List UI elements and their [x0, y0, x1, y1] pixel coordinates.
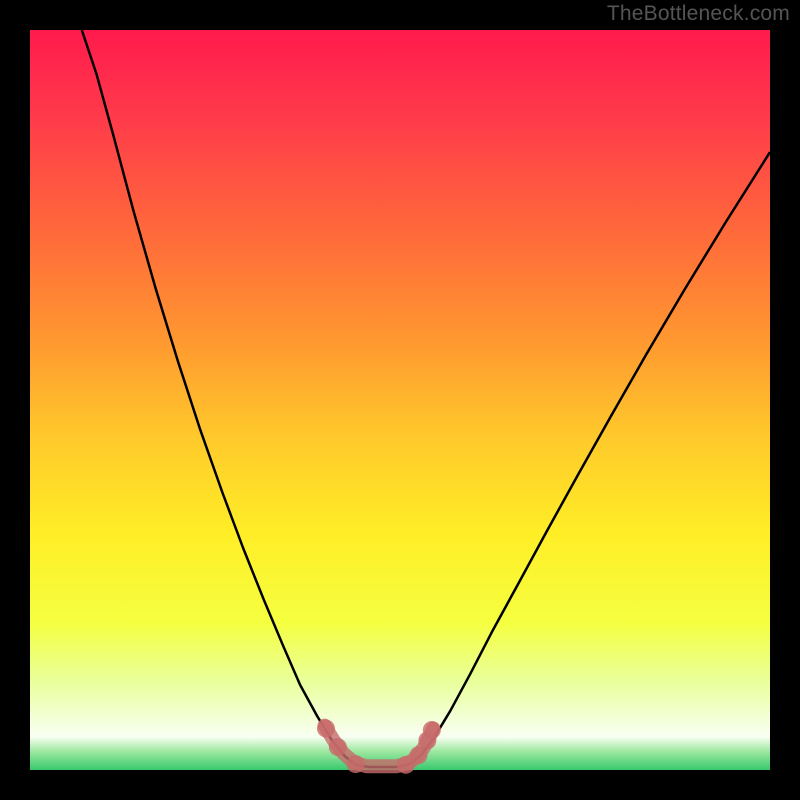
optimal-marker — [423, 721, 441, 739]
optimal-marker — [347, 755, 365, 773]
gradient-background — [30, 30, 770, 770]
chart-svg — [0, 0, 800, 800]
optimal-marker — [317, 720, 335, 738]
optimal-marker — [329, 738, 347, 756]
watermark-text: TheBottleneck.com — [607, 2, 790, 26]
chart-container — [0, 0, 800, 800]
